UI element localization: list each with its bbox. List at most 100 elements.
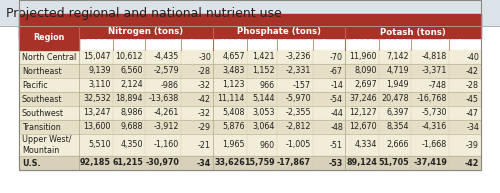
Text: 3,483: 3,483 [222, 67, 245, 75]
Text: -28: -28 [198, 67, 211, 75]
Text: 92,185: 92,185 [80, 158, 111, 168]
Text: -42: -42 [466, 67, 479, 75]
Text: 2006: 2006 [85, 40, 107, 48]
Text: 9,688: 9,688 [120, 123, 143, 131]
Text: Upper West/
Mountain: Upper West/ Mountain [22, 135, 72, 155]
Text: 8,090: 8,090 [354, 67, 377, 75]
Text: -51: -51 [330, 141, 343, 150]
Text: -34: -34 [197, 158, 211, 168]
Text: 5,144: 5,144 [252, 95, 275, 103]
Bar [19, 64, 481, 78]
Text: 61,215: 61,215 [112, 158, 143, 168]
Text: -32: -32 [198, 108, 211, 118]
Bar [19, 26, 79, 50]
Text: -30,970: -30,970 [145, 158, 179, 168]
Text: -2,579: -2,579 [153, 67, 179, 75]
Text: Nitrogen (tons): Nitrogen (tons) [108, 27, 184, 36]
Text: 960: 960 [260, 141, 275, 150]
Text: -30: -30 [198, 52, 211, 62]
Text: 3,110: 3,110 [88, 80, 111, 90]
Text: 12,127: 12,127 [349, 108, 377, 118]
Text: -28: -28 [466, 80, 479, 90]
Bar [19, 134, 481, 156]
Text: U.S.: U.S. [22, 158, 40, 168]
Text: -13,638: -13,638 [149, 95, 179, 103]
Text: 4,350: 4,350 [120, 141, 143, 150]
Text: Southwest: Southwest [22, 108, 64, 118]
Bar [19, 50, 481, 64]
Text: -14: -14 [330, 80, 343, 90]
Text: change: change [414, 40, 446, 48]
Bar [19, 120, 481, 134]
Text: -21: -21 [198, 141, 211, 150]
Text: -5,730: -5,730 [422, 108, 447, 118]
Text: -29: -29 [198, 123, 211, 131]
Text: 51,705: 51,705 [378, 158, 409, 168]
Text: 13,247: 13,247 [84, 108, 111, 118]
Text: 1,152: 1,152 [252, 67, 275, 75]
Text: -2,812: -2,812 [286, 123, 311, 131]
Text: -986: -986 [161, 80, 179, 90]
Text: 4,719: 4,719 [386, 67, 409, 75]
Text: 8,986: 8,986 [120, 108, 143, 118]
Text: 2,666: 2,666 [386, 141, 409, 150]
Text: 3,053: 3,053 [252, 108, 275, 118]
Text: 2,697: 2,697 [354, 80, 377, 90]
Text: 33,626: 33,626 [214, 158, 245, 168]
Bar [19, 106, 481, 120]
Text: 20,478: 20,478 [382, 95, 409, 103]
Text: -4,261: -4,261 [154, 108, 179, 118]
Text: change: change [278, 40, 312, 48]
Bar [19, 14, 481, 38]
Bar [0, 0, 500, 26]
Text: 1,123: 1,123 [222, 80, 245, 90]
Text: 966: 966 [260, 80, 275, 90]
Text: % change: % change [175, 40, 219, 48]
Text: Pacific: Pacific [22, 80, 48, 90]
Text: -54: -54 [330, 95, 343, 103]
Text: 7,142: 7,142 [386, 52, 409, 62]
Text: Phosphate (tons): Phosphate (tons) [237, 27, 321, 36]
Text: -67: -67 [330, 67, 343, 75]
Text: 1,949: 1,949 [386, 80, 409, 90]
Text: 11,960: 11,960 [350, 52, 377, 62]
Text: 15,759: 15,759 [244, 158, 275, 168]
Text: -1,160: -1,160 [154, 141, 179, 150]
Bar [19, 156, 481, 170]
Text: 18,894: 18,894 [116, 95, 143, 103]
Text: -44: -44 [330, 108, 343, 118]
Text: Projected regional and national nutrient use: Projected regional and national nutrient… [6, 7, 282, 19]
Text: -17,867: -17,867 [277, 158, 311, 168]
Text: -40: -40 [466, 52, 479, 62]
Text: -2,355: -2,355 [286, 108, 311, 118]
Text: 10,612: 10,612 [116, 52, 143, 62]
Text: 5,876: 5,876 [222, 123, 245, 131]
Text: -47: -47 [466, 108, 479, 118]
Text: -3,371: -3,371 [422, 67, 447, 75]
Text: 2014: 2014 [384, 40, 406, 48]
Bar [19, 78, 481, 92]
Text: 9,139: 9,139 [88, 67, 111, 75]
Text: % change: % change [307, 40, 351, 48]
Text: 5,510: 5,510 [88, 141, 111, 150]
Text: -4,316: -4,316 [422, 123, 447, 131]
Text: -37,419: -37,419 [413, 158, 447, 168]
Text: 5,408: 5,408 [222, 108, 245, 118]
Text: 2006: 2006 [219, 40, 241, 48]
Text: -748: -748 [429, 80, 447, 90]
Text: -1,005: -1,005 [286, 141, 311, 150]
Text: -53: -53 [329, 158, 343, 168]
Text: -42: -42 [464, 158, 479, 168]
Text: -1,668: -1,668 [422, 141, 447, 150]
Text: 8,354: 8,354 [386, 123, 409, 131]
Text: -39: -39 [466, 141, 479, 150]
Text: 15,047: 15,047 [84, 52, 111, 62]
Text: 2006: 2006 [351, 40, 373, 48]
Text: -32: -32 [198, 80, 211, 90]
Text: -3,912: -3,912 [154, 123, 179, 131]
Text: 32,532: 32,532 [83, 95, 111, 103]
Text: 4,657: 4,657 [222, 52, 245, 62]
Text: -45: -45 [466, 95, 479, 103]
Text: Potash (tons): Potash (tons) [380, 27, 446, 36]
Text: Southeast: Southeast [22, 95, 62, 103]
